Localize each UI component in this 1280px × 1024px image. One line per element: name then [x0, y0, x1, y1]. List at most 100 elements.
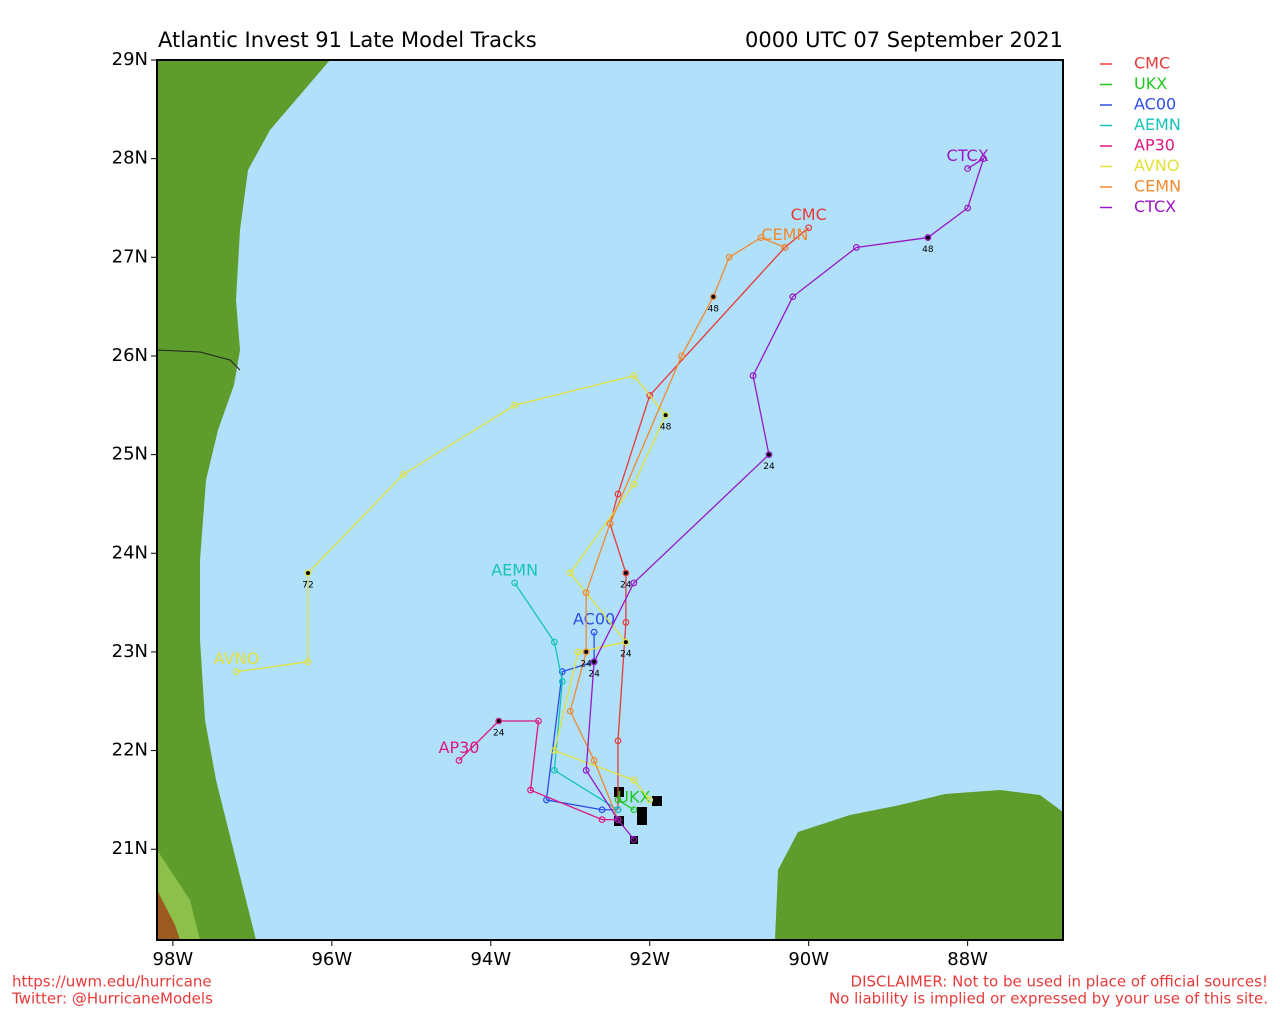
hour-label: 24 [580, 659, 592, 669]
legend-label: CTCX [1134, 197, 1176, 216]
track-point [781, 244, 789, 251]
track-point [566, 707, 574, 715]
hour-label: 72 [302, 581, 313, 591]
marker [637, 807, 647, 825]
hour-label: 24 [620, 581, 632, 591]
track-point [622, 618, 630, 626]
x-tick-label: 94W [470, 949, 511, 970]
hour-point [663, 413, 668, 418]
track-point [558, 668, 566, 676]
hour-label: 24 [493, 728, 505, 738]
hour-label: 24 [588, 669, 600, 679]
track-point [630, 806, 638, 814]
track-point [964, 204, 972, 212]
track-point [646, 392, 654, 399]
track-point [550, 766, 558, 774]
legend-label: AC00 [1134, 95, 1176, 114]
y-tick-label: 21N [112, 838, 148, 859]
track-point [495, 717, 503, 725]
track-line [236, 374, 667, 801]
y-tick-label: 24N [112, 542, 148, 563]
track-end-label: UKX [617, 787, 650, 806]
track-line [514, 582, 619, 811]
track-point [805, 224, 813, 232]
track-point [511, 401, 519, 409]
track-point [614, 490, 622, 498]
track-point [709, 293, 717, 301]
track-point [511, 579, 519, 587]
track-line [585, 157, 985, 840]
land-us-mexico [157, 60, 330, 940]
track-point [582, 589, 590, 597]
track-point [550, 638, 558, 646]
land-mountain [157, 890, 180, 940]
legend-label: AVNO [1134, 156, 1179, 175]
hour-label: 48 [708, 304, 720, 314]
track-point [582, 648, 590, 656]
x-tick-label: 98W [153, 949, 194, 970]
footer-text: No liability is implied or expressed by … [829, 990, 1268, 1008]
y-tick-label: 27N [112, 246, 148, 267]
track-point [527, 786, 534, 794]
track-point [606, 520, 614, 528]
chart-title: Atlantic Invest 91 Late Model Tracks [158, 28, 537, 52]
hour-label: 48 [660, 423, 672, 433]
track-point [749, 372, 757, 380]
track-point [455, 757, 463, 764]
hour-label: 24 [763, 462, 775, 472]
track-end-label: CTCX [947, 146, 989, 165]
y-tick-label: 29N [112, 49, 148, 70]
hour-point [623, 571, 628, 576]
hour-point [766, 452, 771, 457]
track-point [622, 638, 630, 646]
track-point [630, 372, 638, 380]
legend-label: CEMN [1134, 177, 1181, 196]
track-point [566, 569, 574, 577]
legend-label: AEMN [1134, 115, 1181, 134]
land-yucatan [775, 790, 1063, 940]
track-point [614, 796, 622, 804]
track-point [980, 155, 987, 163]
hour-point [623, 640, 628, 645]
track-point [646, 796, 654, 804]
track-point [630, 480, 638, 488]
track-point [550, 747, 558, 754]
hour-point [592, 659, 597, 664]
track-point [590, 658, 598, 666]
x-tick-label: 90W [788, 949, 829, 970]
track-point [598, 816, 606, 824]
track-point [630, 579, 638, 587]
y-tick-label: 28N [112, 148, 148, 169]
hour-point [925, 235, 930, 240]
y-tick-label: 22N [112, 740, 148, 761]
track-point [622, 569, 630, 577]
track-line [569, 236, 786, 820]
hour-label: 48 [922, 245, 934, 255]
track-point [924, 234, 932, 241]
x-tick-label: 96W [311, 949, 352, 970]
track-point [725, 253, 733, 261]
legend-label: CMC [1134, 54, 1170, 73]
footer-text: https://uwm.edu/hurricane [12, 973, 212, 991]
y-tick-label: 23N [112, 641, 148, 662]
footer-text: DISCLAIMER: Not to be used in place of o… [851, 973, 1268, 991]
track-point [630, 835, 638, 843]
track-point [558, 678, 566, 685]
track-point [662, 411, 670, 419]
track-point [678, 352, 685, 360]
track-end-label: AEMN [491, 560, 538, 579]
chart-subtitle: 0000 UTC 07 September 2021 [745, 28, 1063, 52]
border [156, 349, 241, 371]
marker [614, 787, 624, 797]
track-point [590, 628, 598, 636]
track-point [598, 806, 606, 814]
track-end-label: AVNO [214, 649, 259, 668]
track-end-label: CEMN [761, 225, 808, 244]
y-tick-label: 25N [112, 444, 148, 465]
track-point [630, 776, 638, 784]
track-end-label: AP30 [439, 738, 480, 757]
map-frame [156, 59, 1064, 941]
x-tick-label: 92W [629, 949, 670, 970]
track-point [757, 234, 765, 241]
